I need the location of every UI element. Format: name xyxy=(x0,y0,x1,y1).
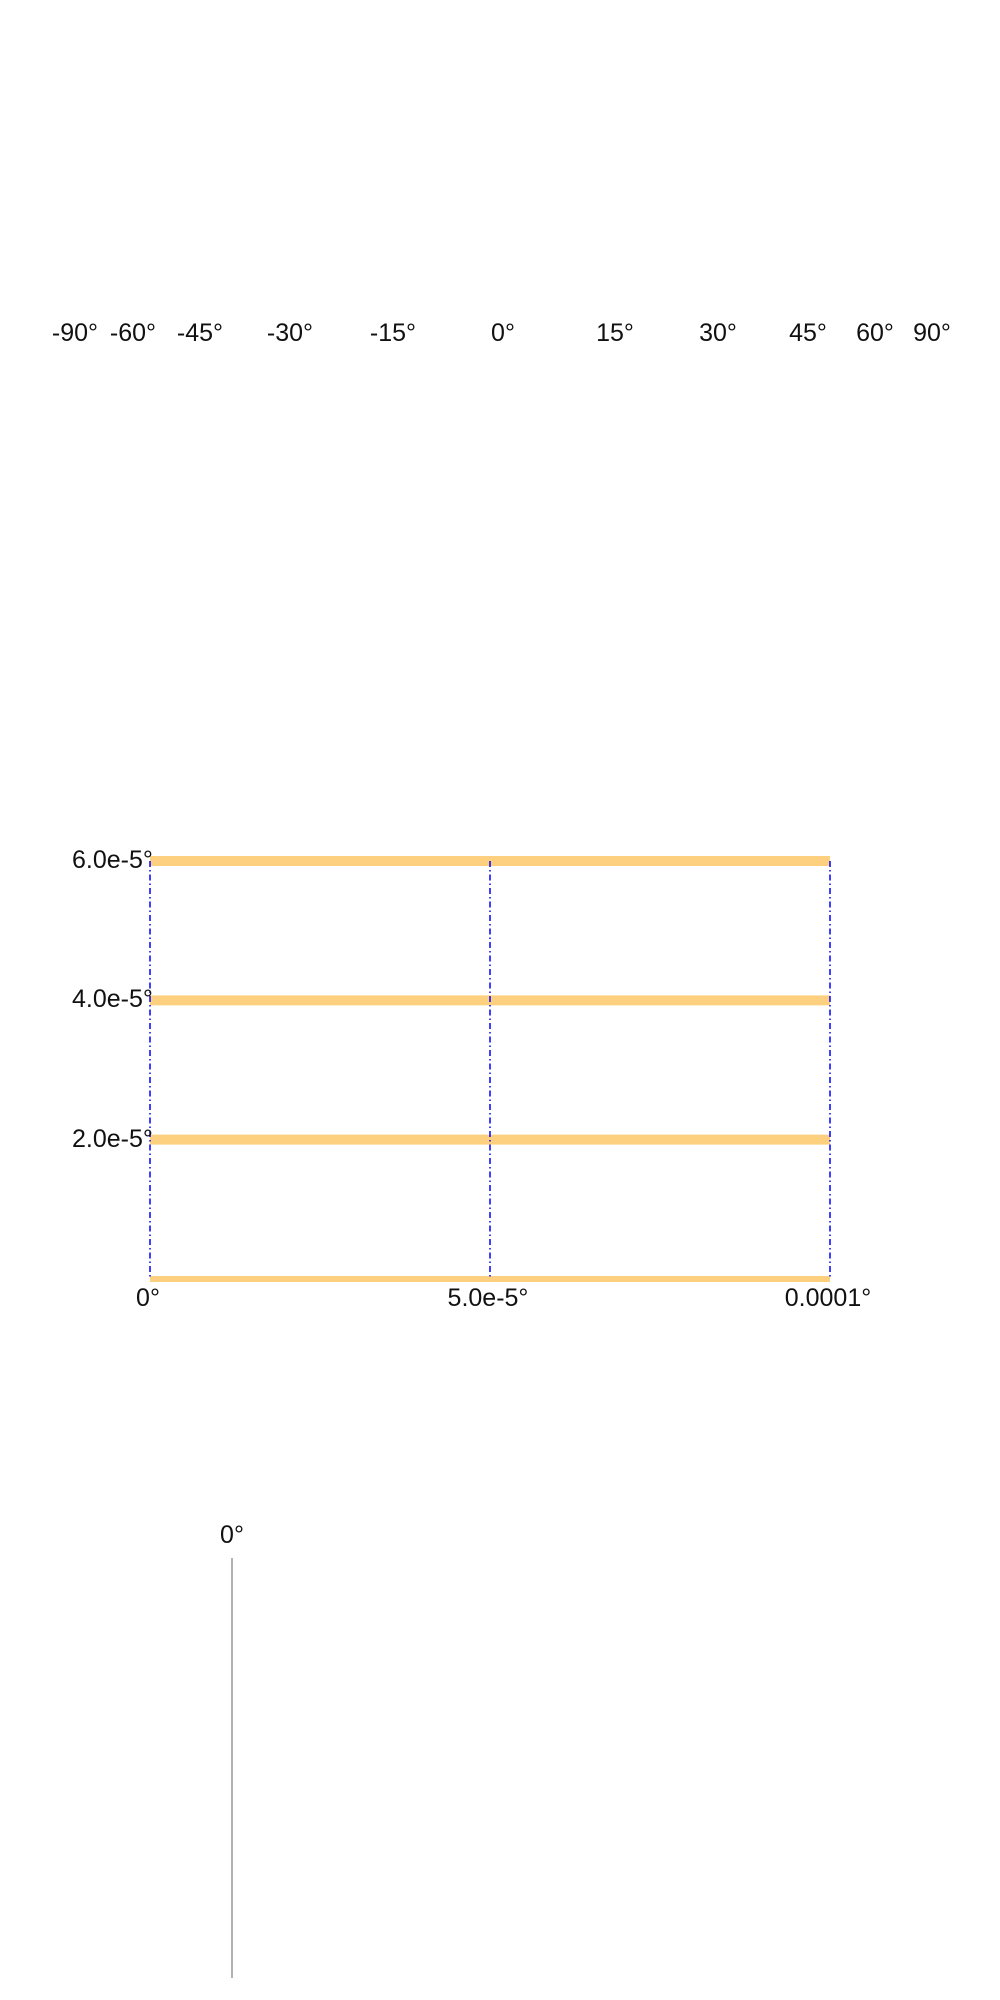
latitude-label: 6.0e-5° xyxy=(72,846,153,874)
longitude-label: 60° xyxy=(856,319,894,347)
longitude-label: -15° xyxy=(370,319,416,347)
longitude-label: 0.0001° xyxy=(785,1284,871,1312)
longitude-label: -30° xyxy=(267,319,313,347)
longitude-label: -90° xyxy=(52,319,98,347)
longitude-label: 0° xyxy=(491,319,515,347)
longitude-label: 15° xyxy=(596,319,634,347)
latitude-label: 4.0e-5° xyxy=(72,985,153,1013)
meridian-line-group: 0° xyxy=(220,1521,244,1978)
longitude-label-strip: -90° -60° -45° -30° -15° 0° 15° 30° 45° … xyxy=(52,319,951,347)
meridian-lines xyxy=(149,861,831,1279)
longitude-label: -60° xyxy=(110,319,156,347)
longitude-label: -45° xyxy=(177,319,223,347)
graticule-panel: 6.0e-5° 4.0e-5° 2.0e-5° 0° 5.0e-5° 0.000… xyxy=(72,846,871,1312)
longitude-label: 5.0e-5° xyxy=(448,1284,529,1312)
latitude-label: 2.0e-5° xyxy=(72,1125,153,1153)
panel-longitude-labels: 0° 5.0e-5° 0.0001° xyxy=(136,1284,871,1312)
longitude-label: 30° xyxy=(699,319,737,347)
latitude-labels: 6.0e-5° 4.0e-5° 2.0e-5° xyxy=(72,846,153,1153)
longitude-label: 0° xyxy=(136,1284,160,1312)
longitude-label: 90° xyxy=(913,319,951,347)
meridian-label: 0° xyxy=(220,1521,244,1549)
longitude-label: 45° xyxy=(789,319,827,347)
